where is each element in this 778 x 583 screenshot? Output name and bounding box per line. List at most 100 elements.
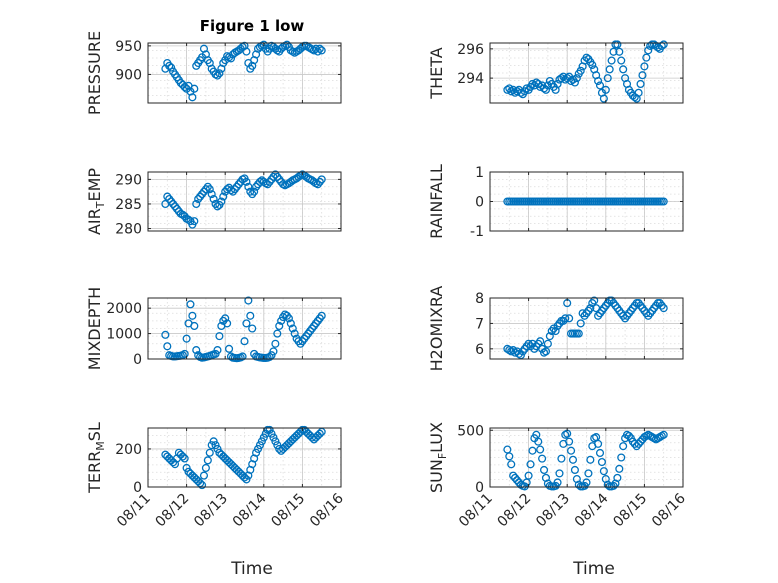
data-point xyxy=(167,63,176,72)
data-point xyxy=(574,480,583,489)
data-point xyxy=(539,465,549,475)
data-point xyxy=(545,332,554,341)
data-point xyxy=(522,84,531,93)
data-point xyxy=(271,170,280,179)
data-point xyxy=(170,202,180,211)
y-tick-label: 1 xyxy=(475,165,484,181)
data-point xyxy=(317,311,326,320)
data-point xyxy=(551,326,560,336)
data-point xyxy=(284,314,293,323)
data-point xyxy=(184,215,193,224)
y-tick-label: 500 xyxy=(457,423,484,439)
data-point xyxy=(267,429,276,438)
data-point xyxy=(570,465,579,475)
data-point xyxy=(232,182,241,191)
data-point xyxy=(219,192,228,201)
data-point xyxy=(203,182,212,191)
data-point xyxy=(507,347,516,356)
y-axis-label: SUNFLUX xyxy=(427,422,449,493)
data-point xyxy=(273,172,282,181)
data-point xyxy=(524,471,533,480)
data-point xyxy=(205,185,214,194)
data-point xyxy=(248,190,257,199)
data-point xyxy=(541,347,551,356)
data-point xyxy=(599,94,608,103)
data-point xyxy=(180,82,189,92)
data-point xyxy=(659,304,668,313)
data-point xyxy=(259,40,268,49)
data-point xyxy=(615,47,624,56)
data-point xyxy=(586,304,595,313)
data-point xyxy=(505,452,514,461)
data-point xyxy=(555,469,564,478)
data-point xyxy=(315,429,324,438)
data-point xyxy=(226,54,236,63)
data-point xyxy=(209,437,218,446)
data-point xyxy=(182,463,191,473)
data-point xyxy=(538,454,547,463)
data-point xyxy=(259,433,268,442)
y-tick-label: -1 xyxy=(470,224,484,240)
data-point xyxy=(565,314,574,323)
data-point xyxy=(230,185,239,194)
data-point xyxy=(194,194,203,204)
data-point xyxy=(568,455,578,464)
data-point xyxy=(213,444,222,453)
axes-box xyxy=(489,297,684,360)
data-point xyxy=(603,480,612,489)
axes-box xyxy=(147,42,342,104)
data-point xyxy=(315,177,324,186)
data-point xyxy=(180,349,189,358)
data-point xyxy=(190,84,199,93)
data-point xyxy=(599,467,608,476)
data-point xyxy=(601,85,610,94)
y-tick-label: 2000 xyxy=(106,301,142,317)
data-point xyxy=(205,448,214,457)
y-axis-label: MIXDEPTH xyxy=(85,287,104,370)
data-point xyxy=(263,180,272,189)
data-point xyxy=(196,192,205,201)
data-point xyxy=(265,177,274,186)
data-point xyxy=(188,311,197,320)
data-point xyxy=(271,339,280,348)
y-axis-label: RAINFALL xyxy=(427,164,446,239)
data-point xyxy=(595,81,605,90)
data-point xyxy=(197,190,207,199)
data-point xyxy=(203,456,212,465)
axes-box xyxy=(147,427,342,488)
data-point xyxy=(543,81,552,90)
data-point xyxy=(605,65,614,74)
data-point xyxy=(252,448,261,457)
figure-title: Figure 1 low xyxy=(200,17,305,35)
y-tick-label: 294 xyxy=(457,71,484,87)
y-tick-label: 200 xyxy=(115,442,142,458)
data-point xyxy=(240,473,249,482)
data-point xyxy=(619,65,628,74)
axes-box xyxy=(147,171,342,232)
axes-box xyxy=(489,42,684,104)
data-point xyxy=(253,444,263,453)
subplot-air-temp: 280 285 290 AIRTEMP xyxy=(85,168,342,238)
data-point xyxy=(528,79,537,89)
y-tick-label: 296 xyxy=(457,42,484,58)
data-point xyxy=(250,187,259,196)
subplot-theta: 294 296 THETA xyxy=(427,40,684,104)
data-point xyxy=(197,481,207,490)
data-point xyxy=(576,319,585,328)
data-point xyxy=(165,61,174,70)
data-point xyxy=(226,186,236,195)
data-point xyxy=(553,478,562,487)
data-point xyxy=(609,481,618,490)
x-axis-label-right: Time xyxy=(572,559,615,579)
data-point xyxy=(290,329,299,338)
data-point xyxy=(273,329,282,338)
data-point xyxy=(607,56,616,65)
data-point xyxy=(213,71,222,80)
data-point xyxy=(186,300,195,309)
data-point xyxy=(528,446,537,455)
data-point xyxy=(199,471,209,480)
data-point xyxy=(574,329,583,338)
data-point xyxy=(223,319,232,328)
data-point xyxy=(242,47,251,56)
